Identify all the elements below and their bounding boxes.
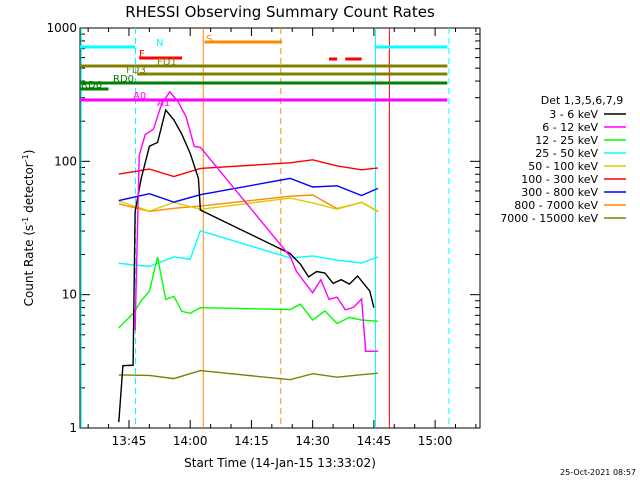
flag-label: FD1 [157,57,177,68]
legend-label: 50 - 100 keV [528,160,598,173]
legend-title: Det 1,3,5,6,7,9 [541,94,624,107]
chart-title: RHESSI Observing Summary Count Rates [125,3,435,21]
flag-label: A1 [157,98,170,109]
y-axis-label-sup: -1 [21,217,30,225]
legend-label: 6 - 12 keV [542,121,598,134]
x-tick-label: 13:45 [112,434,147,448]
series-line [118,369,379,381]
series-line [134,90,379,353]
series-line [118,256,379,329]
series-line [118,177,379,203]
x-tick-label: 14:00 [173,434,208,448]
x-axis-label: Start Time (14-Jan-15 13:33:02) [184,456,376,470]
flag-label: A0 [133,91,146,102]
flag-label: FD3 [126,65,146,76]
y-axis-label-part: Count Rate (s [22,225,36,307]
x-tick-label: 14:15 [234,434,269,448]
legend-label: 100 - 300 keV [521,173,598,186]
flag-label: N [156,38,163,49]
y-axis-label-part: detector [22,162,36,217]
legend-label: 25 - 50 keV [535,147,598,160]
flag-label: RD0 [113,74,134,85]
flag-label: RD6 [81,80,102,91]
legend-label: 7000 - 15000 keV [500,212,598,225]
series-line [118,197,379,212]
time-markers [80,28,450,428]
x-tick-label: 14:45 [357,434,392,448]
x-tick-label: 15:00 [418,434,453,448]
axis-ticks: 13:45 14:00 14:15 14:30 14:45 15:00 1 10 100 1000 [46,21,480,448]
flag-label: S [206,34,212,45]
legend-label: 800 - 7000 keV [514,199,598,212]
flag-label: F [139,49,145,60]
y-axis-label-sup: -1 [21,154,30,162]
y-tick-label: 1000 [46,21,77,35]
series-line [118,108,375,423]
legend-label: 12 - 25 keV [535,134,598,147]
y-tick-label: 1 [69,421,77,435]
timestamp: 25-Oct-2021 08:57 [560,468,636,477]
legend-label: 300 - 800 keV [521,186,598,199]
plot-frame [79,27,481,429]
x-tick-label: 14:30 [295,434,330,448]
legend-label: 3 - 6 keV [549,108,598,121]
y-axis-label-part: ) [22,150,36,155]
count-rate-series [118,90,379,423]
y-axis-label: Count Rate (s-1 detector-1) [21,150,36,307]
y-tick-label: 100 [54,154,77,168]
series-line [118,159,379,178]
y-tick-label: 10 [62,288,77,302]
series-line [118,229,379,268]
